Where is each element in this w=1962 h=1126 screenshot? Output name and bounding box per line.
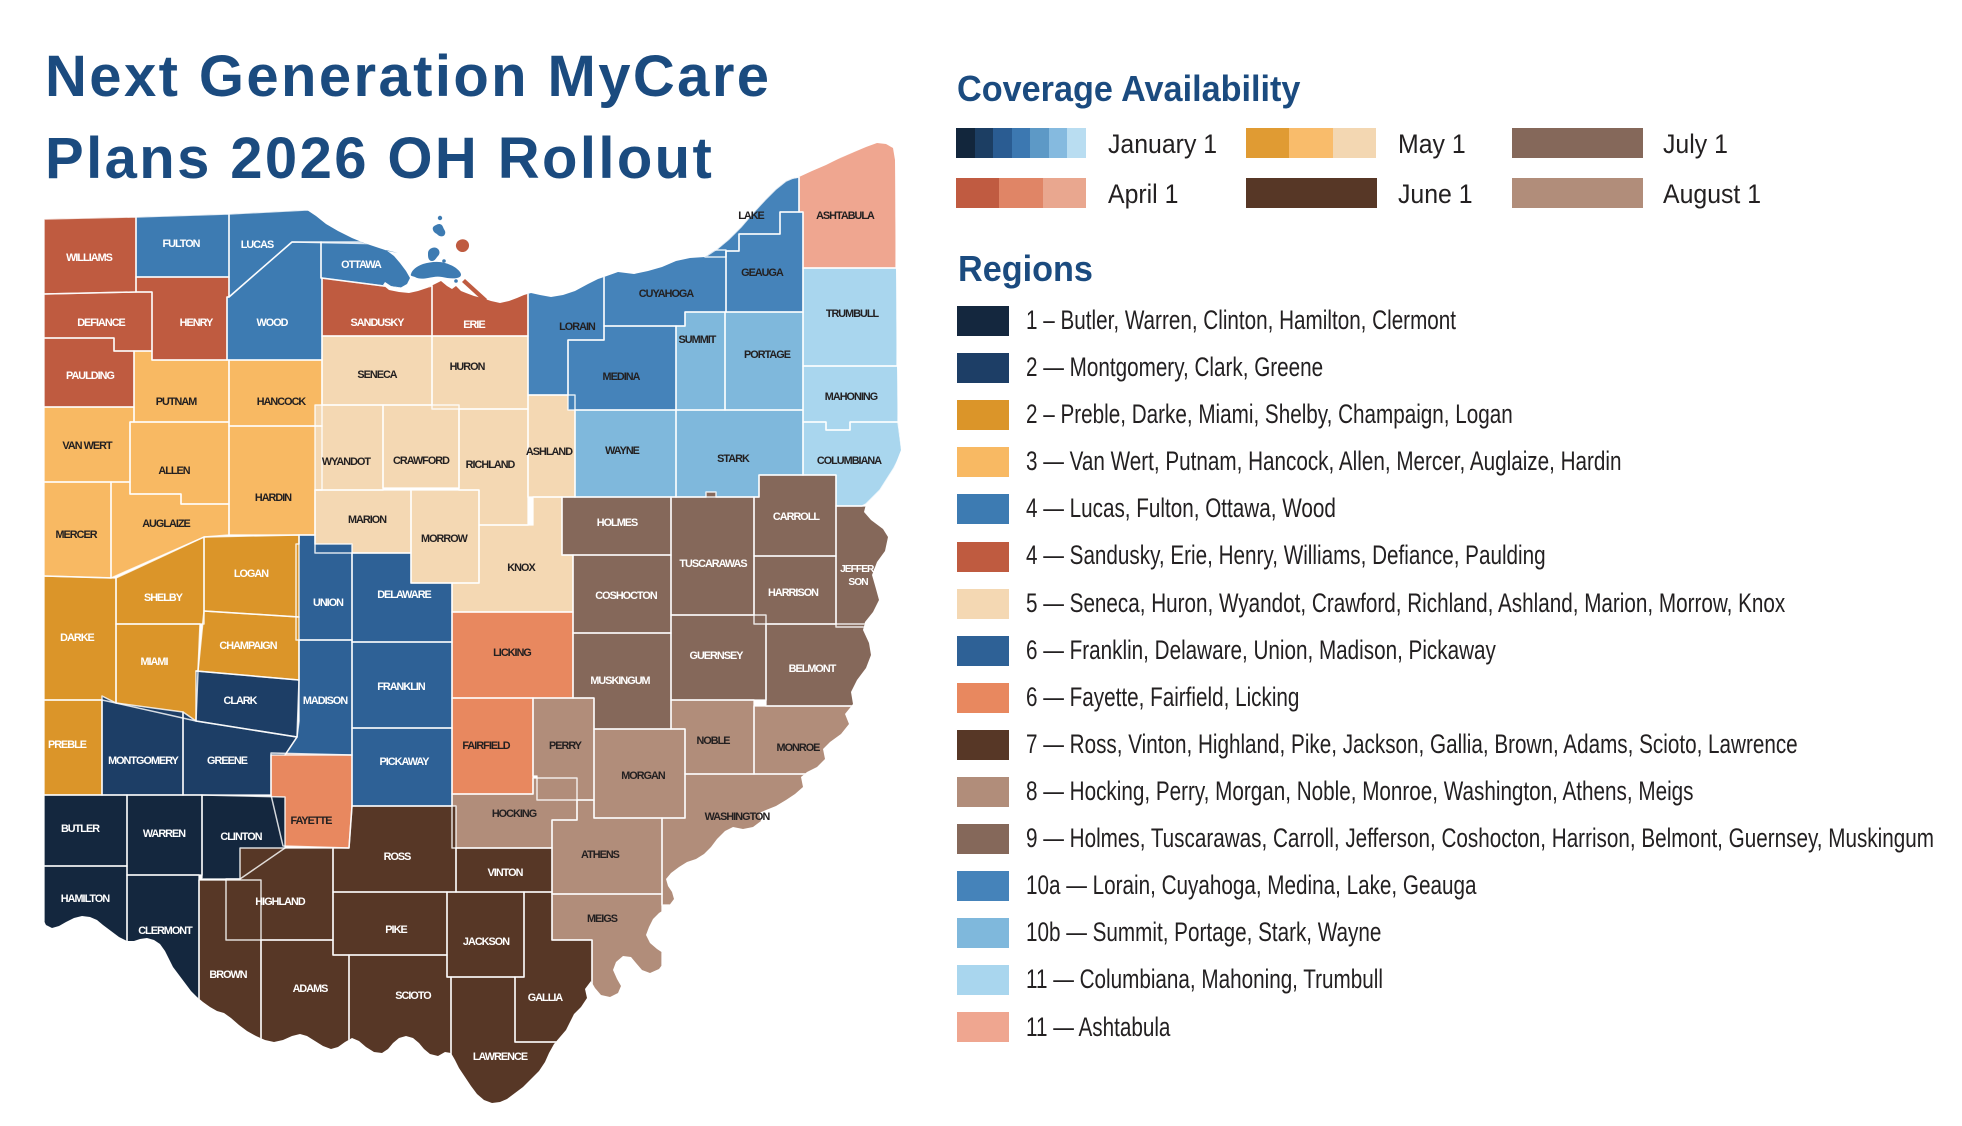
svg-text:GREENE: GREENE xyxy=(207,755,248,767)
svg-text:MORGAN: MORGAN xyxy=(621,770,666,782)
svg-text:PAULDING: PAULDING xyxy=(66,370,115,382)
svg-text:LUCAS: LUCAS xyxy=(241,239,274,251)
svg-text:MONTGOMERY: MONTGOMERY xyxy=(108,755,180,767)
svg-text:HARDIN: HARDIN xyxy=(255,492,292,504)
svg-text:LOGAN: LOGAN xyxy=(234,568,269,580)
svg-text:MAHONING: MAHONING xyxy=(825,391,878,403)
svg-text:RICHLAND: RICHLAND xyxy=(466,459,516,471)
svg-text:HIGHLAND: HIGHLAND xyxy=(255,896,306,908)
svg-text:KNOX: KNOX xyxy=(507,562,536,574)
svg-text:CLINTON: CLINTON xyxy=(220,831,262,843)
svg-text:LAWRENCE: LAWRENCE xyxy=(473,1051,528,1063)
svg-text:ASHTABULA: ASHTABULA xyxy=(816,210,875,222)
svg-text:WASHINGTON: WASHINGTON xyxy=(705,811,771,823)
svg-text:VINTON: VINTON xyxy=(488,867,524,879)
svg-text:HOLMES: HOLMES xyxy=(597,517,638,529)
svg-text:FAIRFIELD: FAIRFIELD xyxy=(462,740,510,752)
svg-text:WYANDOT: WYANDOT xyxy=(322,456,371,468)
svg-text:LICKING: LICKING xyxy=(493,647,531,659)
svg-text:FAYETTE: FAYETTE xyxy=(291,815,333,827)
svg-text:CHAMPAIGN: CHAMPAIGN xyxy=(219,640,277,652)
svg-text:MEDINA: MEDINA xyxy=(603,371,641,383)
svg-text:SENECA: SENECA xyxy=(357,369,397,381)
svg-text:AUGLAIZE: AUGLAIZE xyxy=(142,518,190,530)
svg-text:COSHOCTON: COSHOCTON xyxy=(595,590,658,602)
svg-text:ALLEN: ALLEN xyxy=(158,465,190,477)
svg-text:ATHENS: ATHENS xyxy=(581,849,620,861)
svg-text:CLERMONT: CLERMONT xyxy=(138,925,193,937)
svg-text:ROSS: ROSS xyxy=(384,851,412,863)
svg-text:PIKE: PIKE xyxy=(385,924,407,936)
svg-text:FRANKLIN: FRANKLIN xyxy=(377,681,426,693)
svg-text:FULTON: FULTON xyxy=(162,238,200,250)
svg-text:MUSKINGUM: MUSKINGUM xyxy=(590,675,650,687)
svg-text:HURON: HURON xyxy=(450,361,486,373)
svg-text:CUYAHOGA: CUYAHOGA xyxy=(639,288,695,300)
svg-text:WILLIAMS: WILLIAMS xyxy=(66,252,113,264)
svg-text:NOBLE: NOBLE xyxy=(696,735,730,747)
svg-text:LORAIN: LORAIN xyxy=(559,321,596,333)
svg-text:ERIE: ERIE xyxy=(463,319,485,331)
svg-text:PERRY: PERRY xyxy=(549,740,583,752)
svg-text:PREBLE: PREBLE xyxy=(48,739,87,751)
svg-text:HANCOCK: HANCOCK xyxy=(257,396,307,408)
svg-text:DELAWARE: DELAWARE xyxy=(377,589,431,601)
svg-text:MIAMI: MIAMI xyxy=(140,656,168,668)
svg-text:ASHLAND: ASHLAND xyxy=(526,446,573,458)
svg-text:STARK: STARK xyxy=(717,453,750,465)
svg-text:DEFIANCE: DEFIANCE xyxy=(77,317,125,329)
svg-text:WOOD: WOOD xyxy=(257,317,289,329)
svg-text:HARRISON: HARRISON xyxy=(768,587,819,599)
svg-text:HAMILTON: HAMILTON xyxy=(61,893,111,905)
svg-text:MERCER: MERCER xyxy=(55,529,97,541)
svg-text:WARREN: WARREN xyxy=(143,828,186,840)
svg-text:SHELBY: SHELBY xyxy=(144,592,184,604)
svg-text:GALLIA: GALLIA xyxy=(528,992,564,1004)
svg-text:MONROE: MONROE xyxy=(777,742,821,754)
svg-text:TRUMBULL: TRUMBULL xyxy=(826,308,880,320)
svg-text:LAKE: LAKE xyxy=(738,210,764,222)
svg-text:MARION: MARION xyxy=(348,514,387,526)
svg-text:ADAMS: ADAMS xyxy=(293,983,329,995)
svg-text:PUTNAM: PUTNAM xyxy=(156,396,197,408)
svg-text:SCIOTO: SCIOTO xyxy=(395,990,431,1002)
svg-text:CLARK: CLARK xyxy=(223,695,257,707)
svg-text:DARKE: DARKE xyxy=(60,632,94,644)
svg-text:HENRY: HENRY xyxy=(180,317,214,329)
svg-text:PICKAWAY: PICKAWAY xyxy=(380,756,431,768)
svg-text:VAN WERT: VAN WERT xyxy=(62,440,113,452)
svg-text:BROWN: BROWN xyxy=(209,969,247,981)
svg-text:UNION: UNION xyxy=(313,597,344,609)
svg-text:SUMMIT: SUMMIT xyxy=(679,334,717,346)
svg-text:SON: SON xyxy=(848,577,868,588)
svg-text:BELMONT: BELMONT xyxy=(789,663,837,675)
svg-text:PORTAGE: PORTAGE xyxy=(744,349,791,361)
svg-text:CRAWFORD: CRAWFORD xyxy=(393,455,450,467)
svg-text:MEIGS: MEIGS xyxy=(587,913,618,925)
svg-text:OTTAWA: OTTAWA xyxy=(341,259,382,271)
svg-text:CARROLL: CARROLL xyxy=(773,511,820,523)
svg-text:GEAUGA: GEAUGA xyxy=(741,267,784,279)
svg-text:HOCKING: HOCKING xyxy=(492,808,537,820)
svg-text:SANDUSKY: SANDUSKY xyxy=(351,317,406,329)
svg-text:COLUMBIANA: COLUMBIANA xyxy=(817,455,882,467)
svg-text:JACKSON: JACKSON xyxy=(463,936,510,948)
svg-text:TUSCARAWAS: TUSCARAWAS xyxy=(679,558,747,570)
svg-text:JEFFER-: JEFFER- xyxy=(840,564,876,575)
svg-text:MADISON: MADISON xyxy=(303,695,348,707)
svg-text:GUERNSEY: GUERNSEY xyxy=(690,650,745,662)
svg-text:BUTLER: BUTLER xyxy=(61,823,100,835)
svg-text:WAYNE: WAYNE xyxy=(605,445,640,457)
svg-text:MORROW: MORROW xyxy=(421,533,469,545)
